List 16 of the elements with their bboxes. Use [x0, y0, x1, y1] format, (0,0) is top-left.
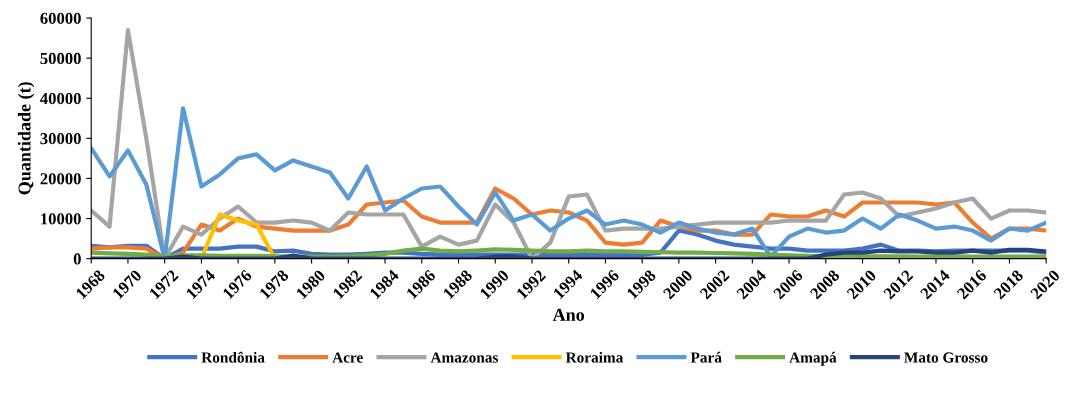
legend-label: Acre — [332, 352, 363, 363]
y-tick-label: 0 — [73, 253, 81, 265]
y-tick-label: 20000 — [40, 173, 81, 185]
x-axis-title: Ano — [552, 308, 585, 321]
y-tick-label: 60000 — [40, 12, 81, 24]
legend-label: Rondônia — [201, 351, 265, 363]
y-axis-title: Quantidade (t) — [17, 82, 35, 195]
y-tick-label: 10000 — [41, 213, 81, 225]
legend-label: Pará — [690, 351, 722, 363]
legend-label: Amapá — [789, 351, 837, 366]
y-tick-label: 50000 — [40, 52, 81, 65]
legend-label: Amazonas — [430, 352, 499, 363]
legend-label: Roraima — [565, 351, 624, 363]
legend-label: Mato Grosso — [904, 352, 988, 363]
y-tick-label: 30000 — [40, 133, 81, 145]
y-tick-label: 40000 — [40, 92, 81, 105]
